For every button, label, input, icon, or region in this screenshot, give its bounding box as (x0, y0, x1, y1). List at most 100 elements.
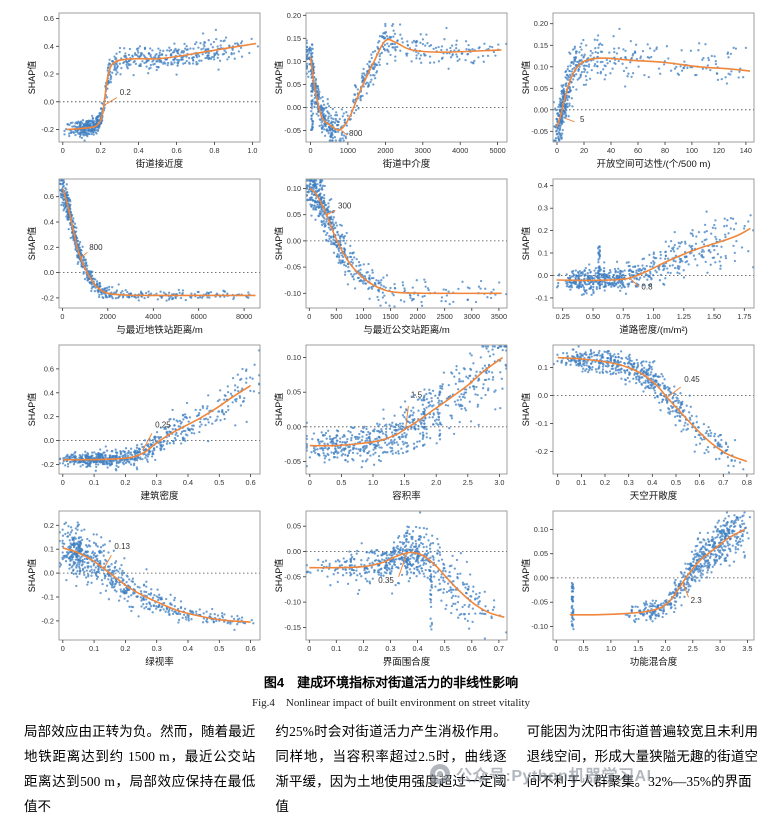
svg-text:6000: 6000 (191, 312, 207, 321)
svg-text:20: 20 (580, 146, 588, 155)
svg-text:SHAP值: SHAP值 (520, 227, 531, 261)
svg-text:2.5: 2.5 (463, 478, 473, 487)
svg-text:-0.2: -0.2 (41, 125, 54, 134)
svg-text:3.0: 3.0 (494, 478, 504, 487)
svg-text:0: 0 (61, 146, 65, 155)
svg-text:0.10: 0.10 (534, 62, 548, 71)
svg-text:1.5: 1.5 (400, 478, 410, 487)
svg-text:3000: 3000 (415, 146, 431, 155)
svg-text:-0.10: -0.10 (284, 289, 301, 298)
svg-text:0.15: 0.15 (287, 34, 301, 43)
svg-text:0: 0 (555, 146, 559, 155)
body-col-1: 局部效应由正转为负。然而，随着最近地铁距离达到约 1500 m，最近公交站距离达… (24, 720, 255, 820)
svg-text:3500: 3500 (491, 312, 507, 321)
svg-text:0.1: 0.1 (89, 478, 99, 487)
camera-icon (430, 764, 450, 784)
svg-text:街道接近度: 街道接近度 (136, 158, 184, 170)
svg-text:4000: 4000 (145, 312, 161, 321)
svg-text:0.0: 0.0 (44, 436, 54, 445)
svg-text:0.4: 0.4 (44, 42, 54, 51)
watermark-text: 公众号:Python机器学习AI (456, 762, 652, 786)
svg-text:0.15: 0.15 (534, 41, 548, 50)
svg-text:1500: 1500 (382, 312, 398, 321)
svg-text:街道中介度: 街道中介度 (383, 158, 431, 170)
svg-text:1.00: 1.00 (646, 312, 660, 321)
svg-text:8000: 8000 (236, 312, 252, 321)
svg-text:0.4: 0.4 (134, 146, 144, 155)
svg-text:0: 0 (307, 312, 311, 321)
svg-text:2.0: 2.0 (431, 478, 441, 487)
svg-text:0.2: 0.2 (44, 70, 54, 79)
svg-text:0.25: 0.25 (155, 420, 171, 429)
svg-text:0.3: 0.3 (152, 478, 162, 487)
svg-text:2000: 2000 (377, 146, 393, 155)
svg-text:0.2: 0.2 (120, 478, 130, 487)
svg-text:SHAP值: SHAP值 (26, 393, 37, 427)
svg-text:2000: 2000 (100, 312, 116, 321)
svg-text:SHAP值: SHAP值 (26, 227, 37, 261)
svg-text:500: 500 (330, 312, 342, 321)
svg-text:-0.05: -0.05 (284, 457, 301, 466)
svg-text:0.3: 0.3 (538, 204, 548, 213)
svg-text:-0.05: -0.05 (284, 263, 301, 272)
svg-text:0.05: 0.05 (287, 80, 301, 89)
svg-text:5: 5 (580, 115, 585, 124)
svg-text:1.0: 1.0 (368, 478, 378, 487)
figure-caption: 图4 建成环境指标对街道活力的非线性影响 Fig.4 Nonlinear imp… (0, 672, 782, 710)
svg-text:0.00: 0.00 (287, 236, 301, 245)
svg-text:2000: 2000 (409, 312, 425, 321)
svg-text:0.00: 0.00 (287, 103, 301, 112)
svg-text:0.10: 0.10 (287, 57, 301, 66)
svg-text:0.2: 0.2 (44, 243, 54, 252)
svg-text:-0.05: -0.05 (531, 127, 548, 136)
svg-text:SHAP值: SHAP值 (273, 393, 284, 427)
svg-text:0.10: 0.10 (287, 184, 301, 193)
svg-text:开放空间可达性/(个/500 m): 开放空间可达性/(个/500 m) (596, 158, 710, 170)
svg-text:2500: 2500 (437, 312, 453, 321)
svg-text:0: 0 (308, 478, 312, 487)
svg-text:0.6: 0.6 (44, 14, 54, 23)
svg-text:0.6: 0.6 (172, 146, 182, 155)
svg-text:0.2: 0.2 (120, 88, 132, 97)
body-text: 局部效应由正转为负。然而，随着最近地铁距离达到约 1500 m，最近公交站距离达… (0, 710, 782, 820)
svg-text:SHAP值: SHAP值 (273, 61, 284, 95)
svg-text:SHAP值: SHAP值 (273, 227, 284, 261)
svg-text:0: 0 (60, 312, 64, 321)
svg-text:0.0: 0.0 (44, 97, 54, 106)
figure-caption-cn: 图4 建成环境指标对街道活力的非线性影响 (0, 672, 782, 691)
svg-text:0.6: 0.6 (44, 192, 54, 201)
svg-text:-0.1: -0.1 (535, 293, 548, 302)
svg-text:0.5: 0.5 (336, 478, 346, 487)
svg-text:100: 100 (686, 146, 698, 155)
svg-text:1.0: 1.0 (247, 146, 257, 155)
svg-text:0.6: 0.6 (44, 364, 54, 373)
svg-text:0.00: 0.00 (287, 422, 301, 431)
svg-text:5000: 5000 (489, 146, 505, 155)
svg-text:SHAP值: SHAP值 (26, 61, 37, 95)
svg-text:0.20: 0.20 (534, 19, 548, 28)
svg-text:0.4: 0.4 (183, 478, 193, 487)
svg-text:3000: 3000 (464, 312, 480, 321)
svg-text:0.6: 0.6 (246, 478, 256, 487)
svg-text:300: 300 (338, 201, 352, 210)
svg-text:SHAP值: SHAP值 (520, 61, 531, 95)
svg-text:0.05: 0.05 (287, 210, 301, 219)
svg-text:800: 800 (89, 243, 103, 252)
svg-text:0.20: 0.20 (287, 11, 301, 20)
svg-text:与最近公交站距离/m: 与最近公交站距离/m (363, 324, 450, 336)
svg-text:与最近地铁站距离/m: 与最近地铁站距离/m (116, 324, 203, 336)
svg-text:1.75: 1.75 (737, 312, 751, 321)
svg-text:0.05: 0.05 (534, 84, 548, 93)
svg-text:0.00: 0.00 (534, 105, 548, 114)
svg-text:1000: 1000 (355, 312, 371, 321)
svg-text:0.50: 0.50 (586, 312, 600, 321)
svg-text:道路密度/(m/m²): 道路密度/(m/m²) (619, 324, 688, 336)
svg-text:0: 0 (308, 146, 312, 155)
svg-text:60: 60 (634, 146, 642, 155)
